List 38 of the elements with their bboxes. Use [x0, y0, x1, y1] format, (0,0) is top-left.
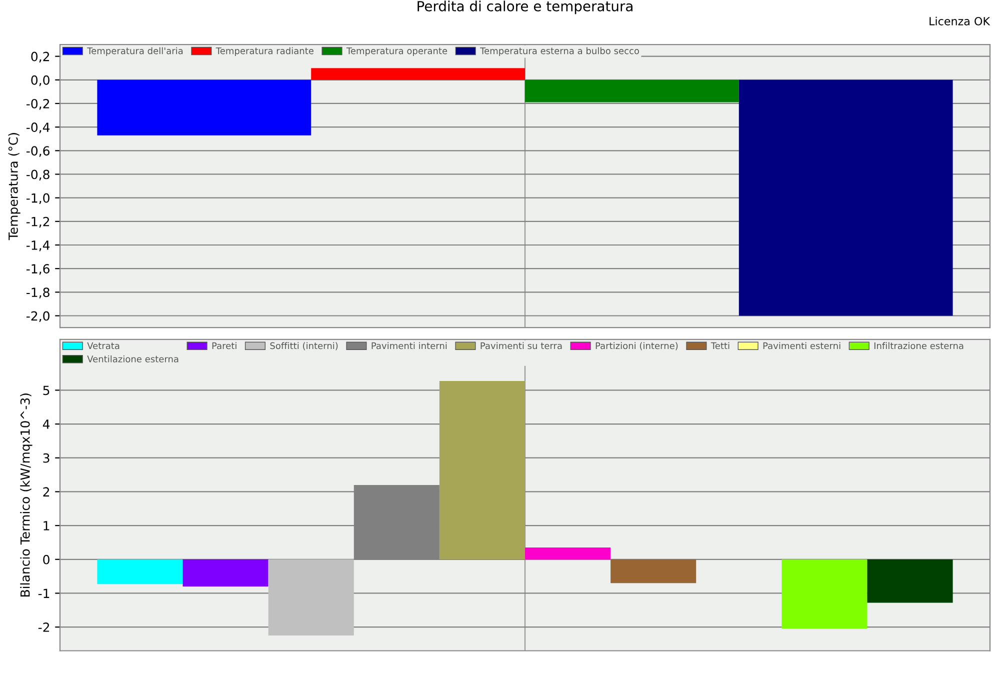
y-tick-label: 1 — [44, 521, 50, 530]
legend-label: Ventilazione esterna — [87, 355, 178, 362]
legend-label: Vetrata — [87, 342, 120, 350]
y-tick-label: 4 — [42, 420, 50, 429]
y-tick-label: -0,6 — [26, 146, 50, 157]
legend-label: Tetti — [710, 342, 730, 350]
legend-label: Temperatura radiante — [216, 47, 314, 56]
y-tick-label: -1 — [38, 588, 50, 598]
legend-label: Pareti — [212, 342, 236, 350]
y-tick-label: 0,0 — [31, 75, 50, 86]
y-tick-label: -0,4 — [26, 122, 50, 134]
y-tick-label: 0,2 — [31, 52, 50, 63]
y-tick-label: 5 — [43, 386, 50, 396]
y-axis-title: Bilancio Termico (kW/mqx10^-3) — [20, 394, 32, 596]
y-tick-label: -0,2 — [26, 98, 50, 110]
y-tick-label: 2 — [43, 487, 50, 496]
y-tick-label: 0 — [43, 554, 50, 564]
y-tick-label: -1,8 — [26, 288, 50, 298]
legend-label: Pavimenti esterni — [763, 342, 840, 350]
legend-label: Temperatura dell'aria — [87, 47, 183, 56]
legend-label: Temperatura esterna a bulbo secco — [480, 47, 640, 56]
y-tick-label: 3 — [43, 453, 50, 463]
legend-label: Temperatura operante — [346, 48, 448, 56]
y-tick-label: -2 — [38, 622, 50, 632]
legend-label: Soffitti (interni) — [270, 342, 338, 350]
legend-label: Pavimenti su terra — [480, 342, 562, 350]
y-tick-label: -1,2 — [26, 216, 50, 228]
y-tick-label: -0,8 — [26, 170, 50, 180]
chart-title: Perdita di calore e temperatura — [418, 0, 632, 14]
y-tick-label: -1,0 — [26, 193, 50, 204]
legend-label: Partizioni (interne) — [596, 342, 678, 350]
text: Licenza OK — [930, 16, 990, 26]
legend-label: Pavimenti interni — [372, 342, 447, 350]
legend-label: Infiltrazione esterna — [874, 342, 964, 350]
y-tick-label: -2,0 — [26, 311, 50, 322]
y-tick-label: -1,6 — [26, 264, 50, 275]
y-tick-label: -1,4 — [26, 240, 50, 252]
y-axis-title: Temperatura (°C) — [8, 133, 20, 240]
